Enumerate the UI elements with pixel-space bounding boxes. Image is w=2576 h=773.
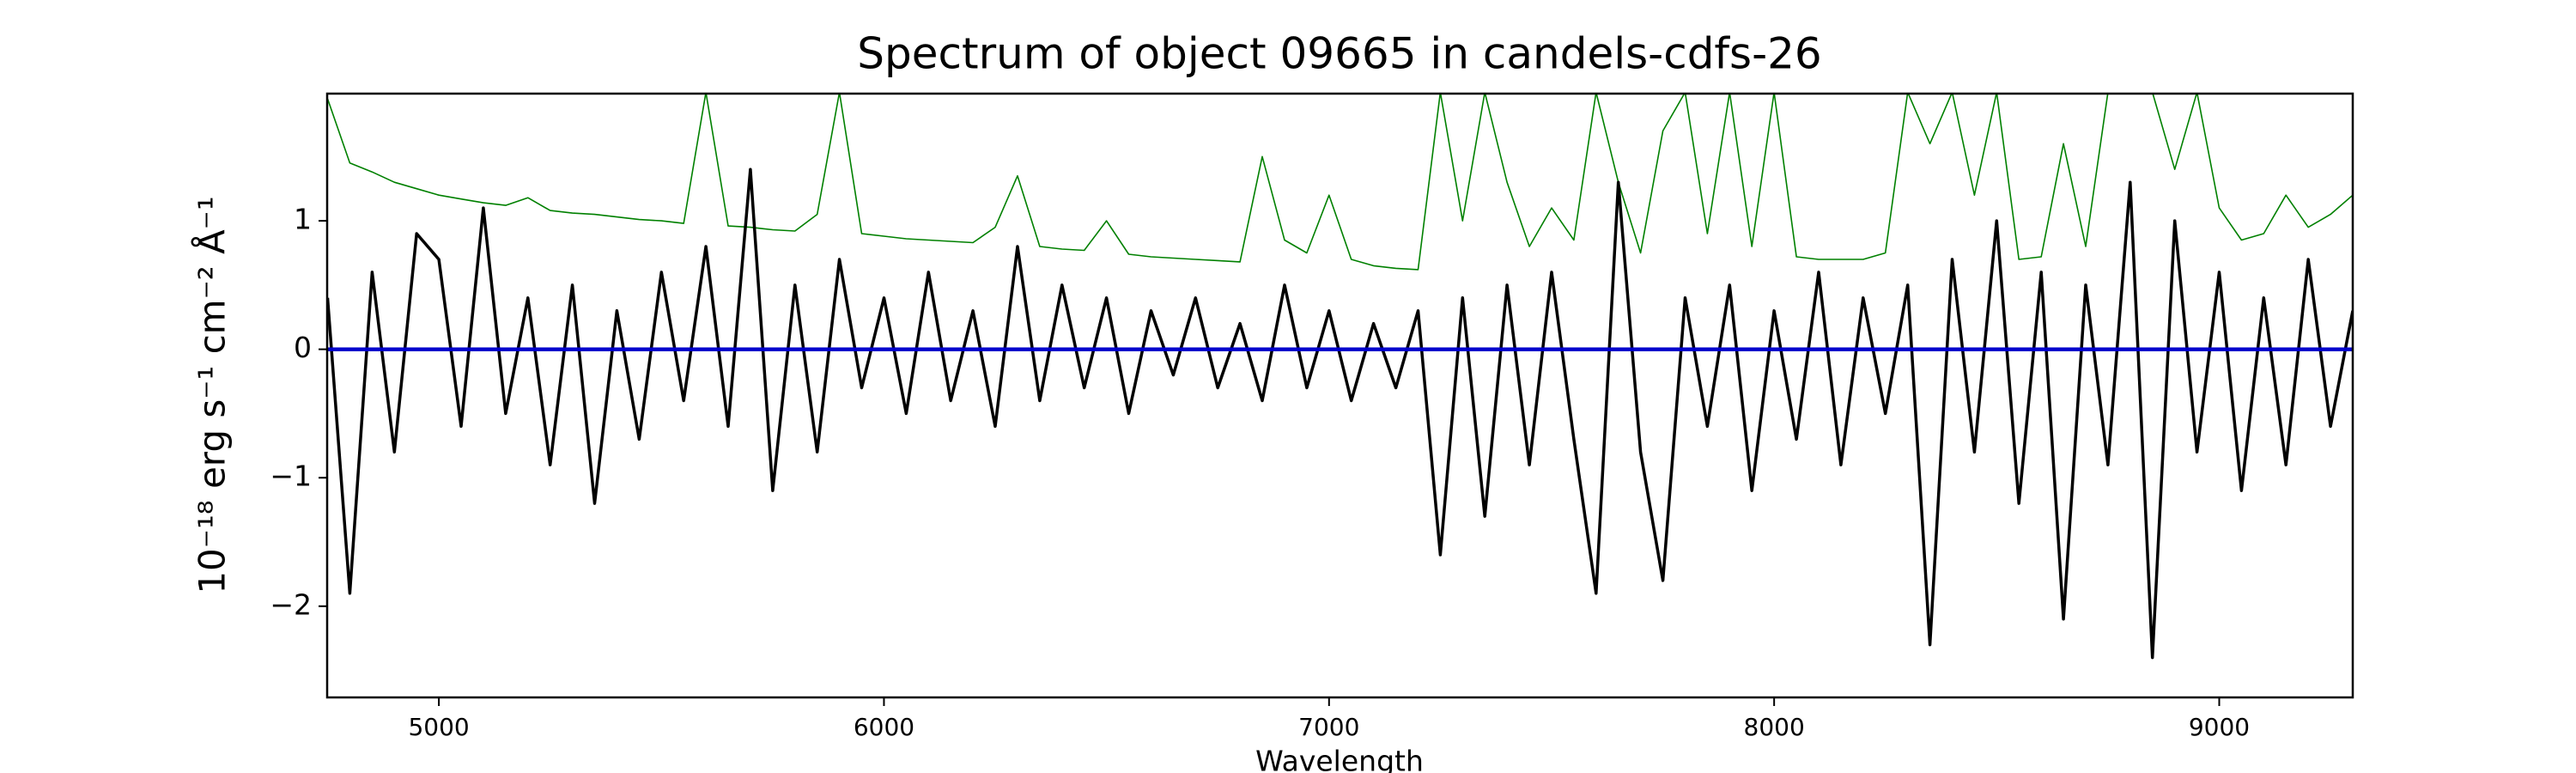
- x-tick-label: 6000: [854, 713, 914, 741]
- x-tick-label: 9000: [2189, 713, 2250, 741]
- y-axis-label: 10⁻¹⁸ erg s⁻¹ cm⁻² Å⁻¹: [191, 196, 234, 593]
- spectrum-line: [327, 94, 2353, 271]
- chart-title: Spectrum of object 09665 in candels-cdfs…: [857, 29, 1822, 79]
- x-tick-label: 7000: [1298, 713, 1359, 741]
- y-tick-label: −1: [270, 460, 312, 493]
- x-axis-label: Wavelength: [1255, 745, 1424, 773]
- x-tick-label: 8000: [1744, 713, 1805, 741]
- y-tick-label: −2: [270, 587, 312, 621]
- plot-area: [327, 94, 2353, 660]
- x-tick-label: 5000: [408, 713, 469, 741]
- y-tick-label: 0: [294, 331, 312, 364]
- plot-frame: [325, 92, 2354, 699]
- spectrum-line: [327, 167, 2353, 660]
- y-tick-label: 1: [294, 203, 312, 236]
